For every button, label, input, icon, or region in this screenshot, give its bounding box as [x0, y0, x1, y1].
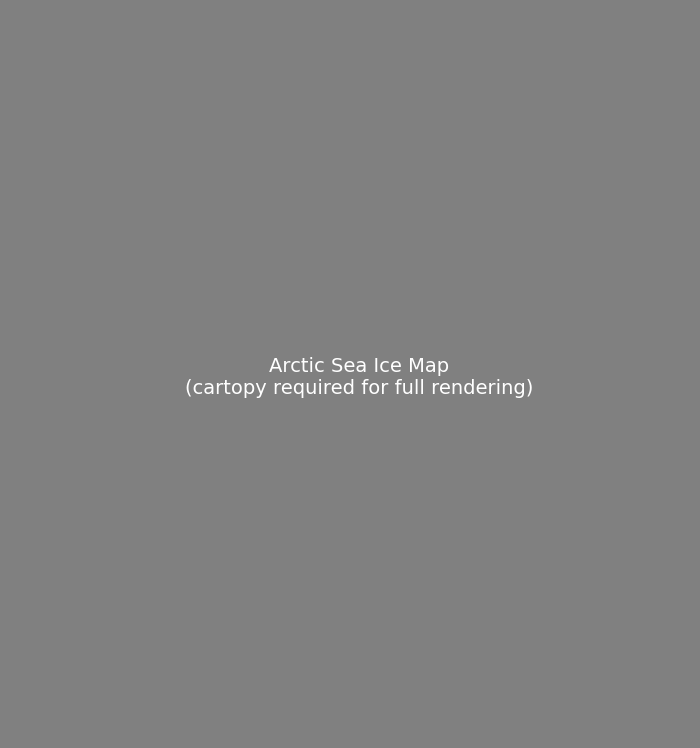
Text: Arctic Sea Ice Map
(cartopy required for full rendering): Arctic Sea Ice Map (cartopy required for… — [185, 358, 533, 398]
